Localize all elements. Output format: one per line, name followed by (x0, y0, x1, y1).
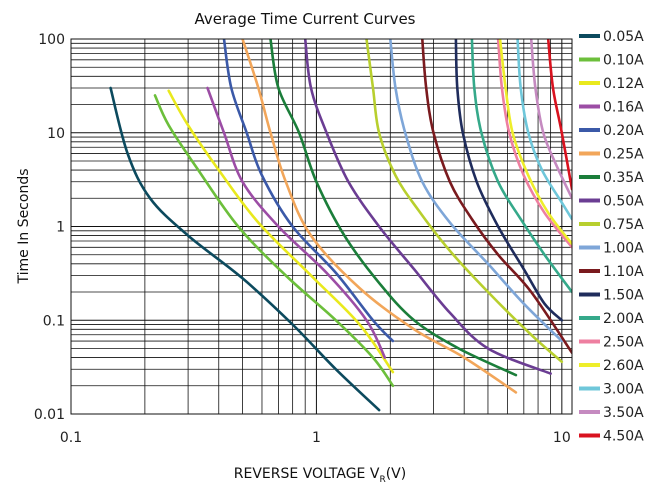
x-axis-label-main: REVERSE VOLTAGE V (234, 466, 380, 482)
y-tick-label: 0.1 (43, 313, 65, 329)
legend-label: 0.50A (603, 194, 644, 210)
legend-label: 2.60A (603, 358, 644, 374)
chart-title: Average Time Current Curves (194, 10, 415, 28)
series-line-0.05A (109, 86, 381, 412)
x-tick-labels: 0.1 1 10 (60, 430, 571, 446)
y-tick-label: 1 (56, 220, 65, 236)
legend-label: 0.75A (603, 217, 644, 233)
y-tick-labels: 100 10 1 0.1 0.01 (34, 32, 65, 423)
legend-label: 0.35A (603, 170, 644, 186)
series-line-2.60A (498, 39, 572, 246)
legend-label: 1.50A (603, 288, 644, 304)
series-line-0.12A (167, 89, 395, 374)
y-axis-label: Time In Seconds (16, 169, 32, 285)
series-line-1.00A (389, 39, 564, 343)
x-tick-label: 0.1 (60, 430, 82, 446)
x-tick-label: 10 (553, 430, 571, 446)
legend-label: 0.20A (603, 123, 644, 139)
series-line-0.35A (269, 39, 518, 377)
x-axis-label-subscript: R (379, 475, 385, 485)
legend-label: 4.50A (603, 429, 644, 445)
series-line-0.20A (222, 39, 395, 343)
legend-label: 0.10A (603, 53, 644, 69)
x-axis-label-suffix: (V) (386, 466, 407, 482)
y-tick-label: 10 (47, 126, 65, 142)
series-line-0.25A (241, 39, 518, 394)
legend-label: 1.00A (603, 241, 644, 257)
x-axis-label: REVERSE VOLTAGE VR(V) (234, 466, 406, 485)
series-line-1.50A (454, 39, 564, 322)
legend-label: 1.10A (603, 264, 644, 280)
series-line-0.10A (153, 94, 395, 388)
legend-label: 0.12A (603, 76, 644, 92)
series-lines (109, 39, 572, 412)
legend-label: 0.25A (603, 147, 644, 163)
legend-label: 2.00A (603, 311, 644, 327)
legend-label: 3.50A (603, 405, 644, 421)
legend-label: 3.00A (603, 382, 644, 398)
series-line-0.75A (365, 39, 564, 364)
y-tick-label: 0.01 (34, 407, 65, 423)
legend-label: 0.16A (603, 100, 644, 116)
legend-label: 2.50A (603, 335, 644, 351)
plot-border (70, 38, 573, 415)
series-line-4.50A (546, 39, 572, 191)
series-line-2.50A (496, 39, 572, 249)
y-tick-label: 100 (38, 32, 65, 48)
legend-label: 0.05A (603, 29, 644, 45)
legend: 0.05A 0.10A 0.12A 0.16A 0.20A 0.25A 0.35A 0.50A… (579, 29, 644, 445)
series-line-0.16A (206, 86, 387, 359)
series-line-0.50A (303, 39, 552, 375)
x-tick-label: 1 (312, 430, 321, 446)
series-line-2.00A (470, 39, 572, 294)
series-line-1.10A (421, 39, 572, 355)
series-line-3.50A (529, 39, 572, 200)
series-line-3.00A (516, 39, 572, 221)
